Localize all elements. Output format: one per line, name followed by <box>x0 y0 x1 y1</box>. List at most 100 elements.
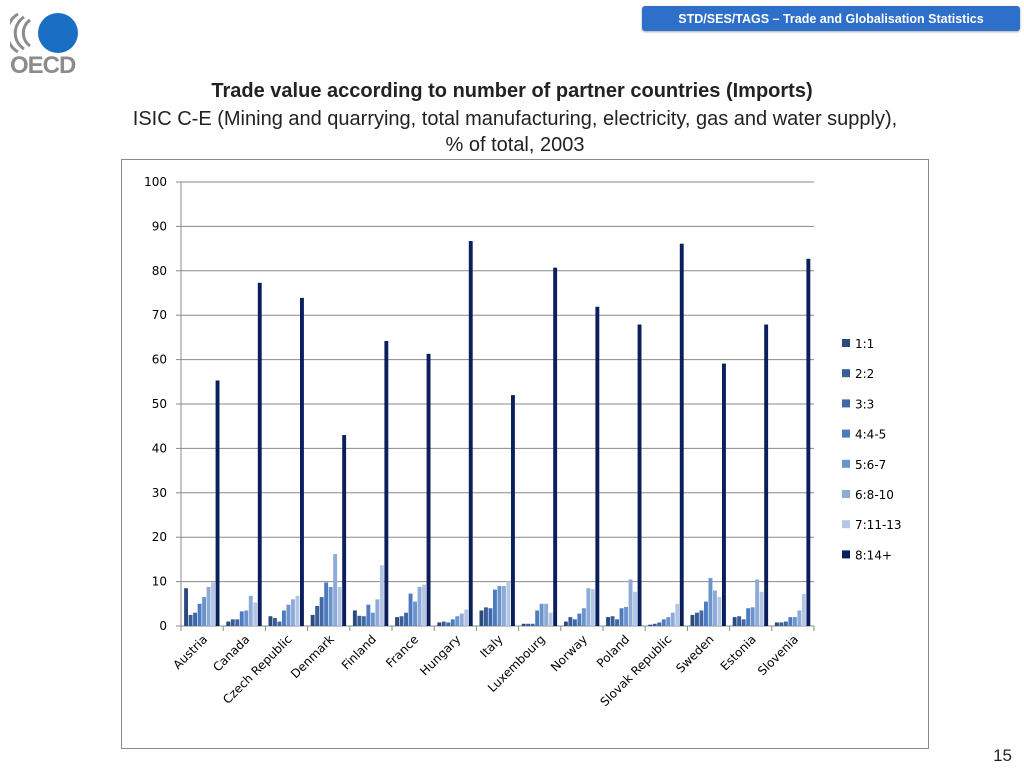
legend-swatch <box>842 399 850 408</box>
y-tick-label: 60 <box>152 353 167 367</box>
legend-label: 2:2 <box>855 367 874 381</box>
bar <box>741 619 746 626</box>
bar <box>324 582 329 626</box>
x-tick-label: Slovenia <box>755 632 801 678</box>
x-tick-label: Italy <box>477 632 505 660</box>
bar <box>535 610 540 626</box>
bar <box>300 297 304 626</box>
bar <box>244 610 249 626</box>
bar <box>544 603 549 626</box>
bar <box>695 612 699 626</box>
bar <box>493 589 497 626</box>
bar <box>488 608 493 626</box>
legend-swatch <box>842 490 850 498</box>
bar <box>606 617 610 626</box>
bar <box>408 593 413 626</box>
bar <box>788 617 793 626</box>
bar <box>717 597 722 626</box>
chart-subtitle-line2: % of total, 2003 <box>445 134 585 156</box>
bar <box>572 619 577 626</box>
x-tick-label: Slovak Republic <box>597 632 674 709</box>
bar <box>239 611 244 626</box>
bar <box>783 621 788 626</box>
bar <box>206 586 211 626</box>
bar <box>375 599 380 626</box>
bar <box>455 616 460 626</box>
x-tick-label: Sweden <box>673 632 716 675</box>
bar <box>750 607 755 626</box>
bar <box>806 258 811 626</box>
bar <box>215 380 220 626</box>
bar <box>521 623 526 626</box>
bar <box>526 623 531 626</box>
bar <box>708 578 713 626</box>
legend-label: 8:14+ <box>855 548 892 562</box>
bar <box>395 617 399 626</box>
chart-area: 0 10 20 30 40 50 60 70 80 90 100 Austria Canada Czech… <box>121 159 929 749</box>
chart-subtitle-line1: ISIC C-E (Mining and quarrying, total ma… <box>132 108 898 130</box>
bar <box>652 623 657 626</box>
legend-label: 4:4-5 <box>855 428 886 442</box>
bar <box>637 324 642 626</box>
bar <box>188 614 193 626</box>
x-tick-label: Hungary <box>417 632 463 678</box>
bar <box>277 621 282 626</box>
legend-label: 6:8-10 <box>855 488 894 502</box>
y-tick-label: 100 <box>144 175 167 189</box>
bar <box>657 622 662 626</box>
bar <box>342 435 347 626</box>
bar <box>295 595 300 626</box>
bar <box>619 608 624 626</box>
x-tick-label: Denmark <box>288 632 337 681</box>
bar <box>193 612 197 626</box>
section-banner: STD/SES/TAGS – Trade and Globalisation S… <box>642 6 1020 31</box>
oecd-logo-text: OECD <box>10 52 76 79</box>
legend-label: 3:3 <box>855 397 874 411</box>
y-tick-label: 40 <box>152 441 167 455</box>
legend-swatch <box>842 339 850 347</box>
bar <box>797 610 802 626</box>
bar <box>779 622 784 626</box>
oecd-logo <box>5 8 84 82</box>
bar <box>553 267 558 626</box>
legend-swatch <box>842 369 850 378</box>
chart-subtitle: ISIC C-E (Mining and quarrying, total ma… <box>50 106 980 158</box>
y-tick-label: 20 <box>152 530 167 544</box>
x-tick-label: Estonia <box>718 632 759 673</box>
bar <box>235 619 240 626</box>
bar <box>675 603 680 626</box>
x-tick-label: Norway <box>548 632 590 674</box>
bar <box>459 613 464 626</box>
oecd-logo-mark <box>5 12 78 54</box>
bar <box>548 612 553 626</box>
bar <box>539 603 544 626</box>
bar <box>426 353 431 626</box>
bar <box>404 612 408 626</box>
bar <box>590 589 595 626</box>
bar <box>319 597 324 626</box>
bar <box>670 612 675 626</box>
bar <box>774 622 779 626</box>
bar <box>315 606 320 626</box>
bar <box>624 606 628 626</box>
bar <box>722 363 726 626</box>
bar <box>226 621 231 626</box>
bar <box>690 614 695 626</box>
y-tick-label: 80 <box>152 264 167 278</box>
bar <box>310 614 315 626</box>
bar <box>197 603 202 626</box>
bar <box>202 597 206 626</box>
bar <box>437 622 442 626</box>
bar <box>441 621 446 626</box>
bar <box>464 609 469 626</box>
legend-label: 7:11-13 <box>855 518 902 532</box>
bar <box>273 618 277 626</box>
x-tick-label: Finland <box>339 632 379 672</box>
bar <box>399 616 404 626</box>
bar <box>417 586 422 626</box>
bar <box>586 588 591 626</box>
bar <box>511 395 515 626</box>
y-tick-label: 30 <box>152 486 167 500</box>
legend-swatch <box>842 459 850 468</box>
